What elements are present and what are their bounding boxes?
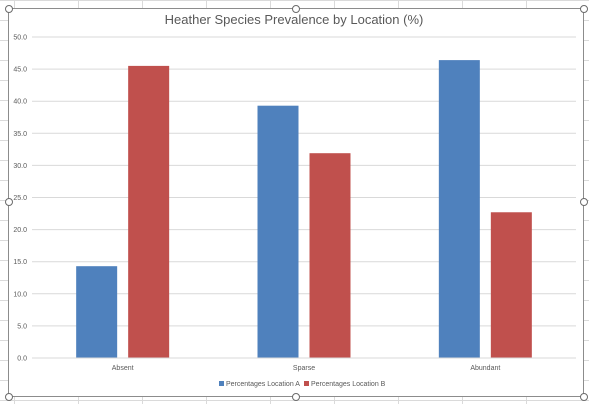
legend-swatch bbox=[219, 381, 224, 386]
bar-sparse-series-2 bbox=[309, 153, 351, 358]
legend-label: Percentages Location A bbox=[226, 381, 300, 388]
y-tick-label: 10.0 bbox=[13, 291, 27, 298]
chart-title: Heather Species Prevalence by Location (… bbox=[165, 12, 424, 27]
resize-handle-top-right[interactable] bbox=[580, 5, 588, 13]
legend: Percentages Location A Percentages Locati… bbox=[219, 381, 386, 388]
x-axis-categories: Absent Sparse Abundant bbox=[112, 365, 501, 372]
y-tick-label: 50.0 bbox=[13, 35, 27, 42]
y-tick-label: 35.0 bbox=[13, 131, 27, 138]
x-category-label: Abundant bbox=[470, 365, 500, 372]
y-tick-label: 5.0 bbox=[17, 323, 27, 330]
resize-handle-bottom-left[interactable] bbox=[5, 393, 13, 401]
legend-label: Percentages Location B bbox=[311, 381, 386, 388]
y-tick-label: 0.0 bbox=[17, 356, 27, 363]
bar-abundant-series-1 bbox=[438, 60, 480, 358]
y-tick-label: 30.0 bbox=[13, 163, 27, 170]
resize-handle-middle-left[interactable] bbox=[5, 198, 13, 206]
resize-handle-bottom-right[interactable] bbox=[580, 393, 588, 401]
y-tick-label: 45.0 bbox=[13, 67, 27, 74]
bar-sparse-series-1 bbox=[257, 105, 299, 358]
x-category-label: Sparse bbox=[293, 365, 315, 372]
legend-swatch bbox=[304, 381, 309, 386]
y-tick-label: 40.0 bbox=[13, 99, 27, 106]
y-tick-label: 25.0 bbox=[13, 195, 27, 202]
y-tick-label: 15.0 bbox=[13, 259, 27, 266]
resize-handle-top-left[interactable] bbox=[5, 5, 13, 13]
bars bbox=[76, 60, 532, 358]
bar-abundant-series-2 bbox=[490, 212, 532, 358]
y-axis-ticks: 0.0 5.0 10.0 15.0 20.0 25.0 30.0 35.0 40.0 45.0 50… bbox=[13, 35, 27, 363]
x-category-label: Absent bbox=[112, 365, 134, 372]
gridlines bbox=[32, 36, 576, 327]
resize-handle-bottom-center[interactable] bbox=[292, 393, 300, 401]
bar-absent-series-1 bbox=[76, 266, 118, 358]
resize-handle-middle-right[interactable] bbox=[580, 198, 588, 206]
bar-absent-series-2 bbox=[128, 65, 170, 358]
resize-handle-top-center[interactable] bbox=[292, 5, 300, 13]
y-tick-label: 20.0 bbox=[13, 227, 27, 234]
